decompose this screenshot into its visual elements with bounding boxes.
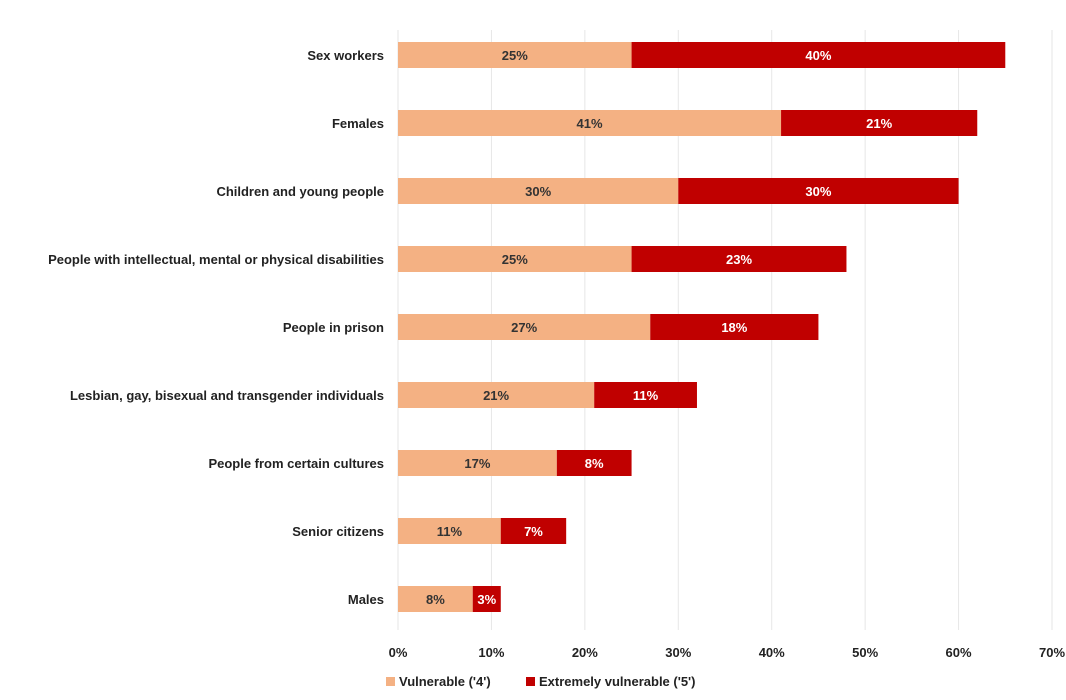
x-tick-label: 20% [572,645,598,660]
data-label: 40% [805,48,831,63]
legend-label: Vulnerable ('4') [399,674,491,689]
x-tick-label: 50% [852,645,878,660]
category-label: Senior citizens [292,524,384,539]
category-label: Males [348,592,384,607]
bar-segment [472,586,501,612]
data-label: 8% [426,592,445,607]
data-label: 21% [866,116,892,131]
data-label: 41% [577,116,603,131]
category-label: People in prison [283,320,384,335]
category-label: Females [332,116,384,131]
category-label: Children and young people [216,184,384,199]
data-label: 7% [524,524,543,539]
bar-segment [398,246,632,272]
category-label: People with intellectual, mental or phys… [48,252,384,267]
bar-segment [398,382,595,408]
data-label: 21% [483,388,509,403]
bar-segment [398,42,632,68]
bar-segment [556,450,632,476]
bar-segment [398,314,651,340]
legend: Vulnerable ('4') Extremely vulnerable ('5… [386,674,695,689]
data-label: 30% [805,184,831,199]
x-tick-label: 30% [665,645,691,660]
data-label: 23% [726,252,752,267]
bar-segment [631,42,1006,68]
bar-segment [781,110,978,136]
bar-segment [650,314,819,340]
bars: 25% 40% 41% 21% 30% 30% 25% 23% 27% 18% 21% 11% 17% 8… [398,42,1006,612]
bar-segment [500,518,567,544]
x-axis-tick-labels: 0% 10% 20% 30% 40% 50% 60% 70% [389,645,1066,660]
data-label: 30% [525,184,551,199]
bar-segment [398,450,557,476]
x-tick-label: 70% [1039,645,1065,660]
category-label: Sex workers [307,48,384,63]
bar-segment [678,178,959,204]
category-label: People from certain cultures [208,456,384,471]
data-label: 25% [502,252,528,267]
data-label: 27% [511,320,537,335]
x-tick-label: 0% [389,645,408,660]
bar-segment [398,518,501,544]
bar-segment [631,246,847,272]
data-label: 11% [633,388,659,403]
bar-segment [398,110,782,136]
data-label: 18% [721,320,747,335]
category-label: Lesbian, gay, bisexual and transgender i… [70,388,384,403]
x-tick-label: 40% [759,645,785,660]
legend-swatch [386,677,395,686]
legend-label: Extremely vulnerable ('5') [539,674,695,689]
bar-segment [594,382,697,408]
data-label: 17% [464,456,490,471]
x-tick-label: 60% [946,645,972,660]
data-label: 8% [585,456,604,471]
data-label: 3% [477,592,496,607]
bar-segment [398,586,473,612]
data-label: 25% [502,48,528,63]
data-label: 11% [437,524,463,539]
category-labels: Sex workers Females Children and young peo… [48,48,384,607]
legend-swatch [526,677,535,686]
x-tick-label: 10% [478,645,504,660]
bar-segment [398,178,679,204]
